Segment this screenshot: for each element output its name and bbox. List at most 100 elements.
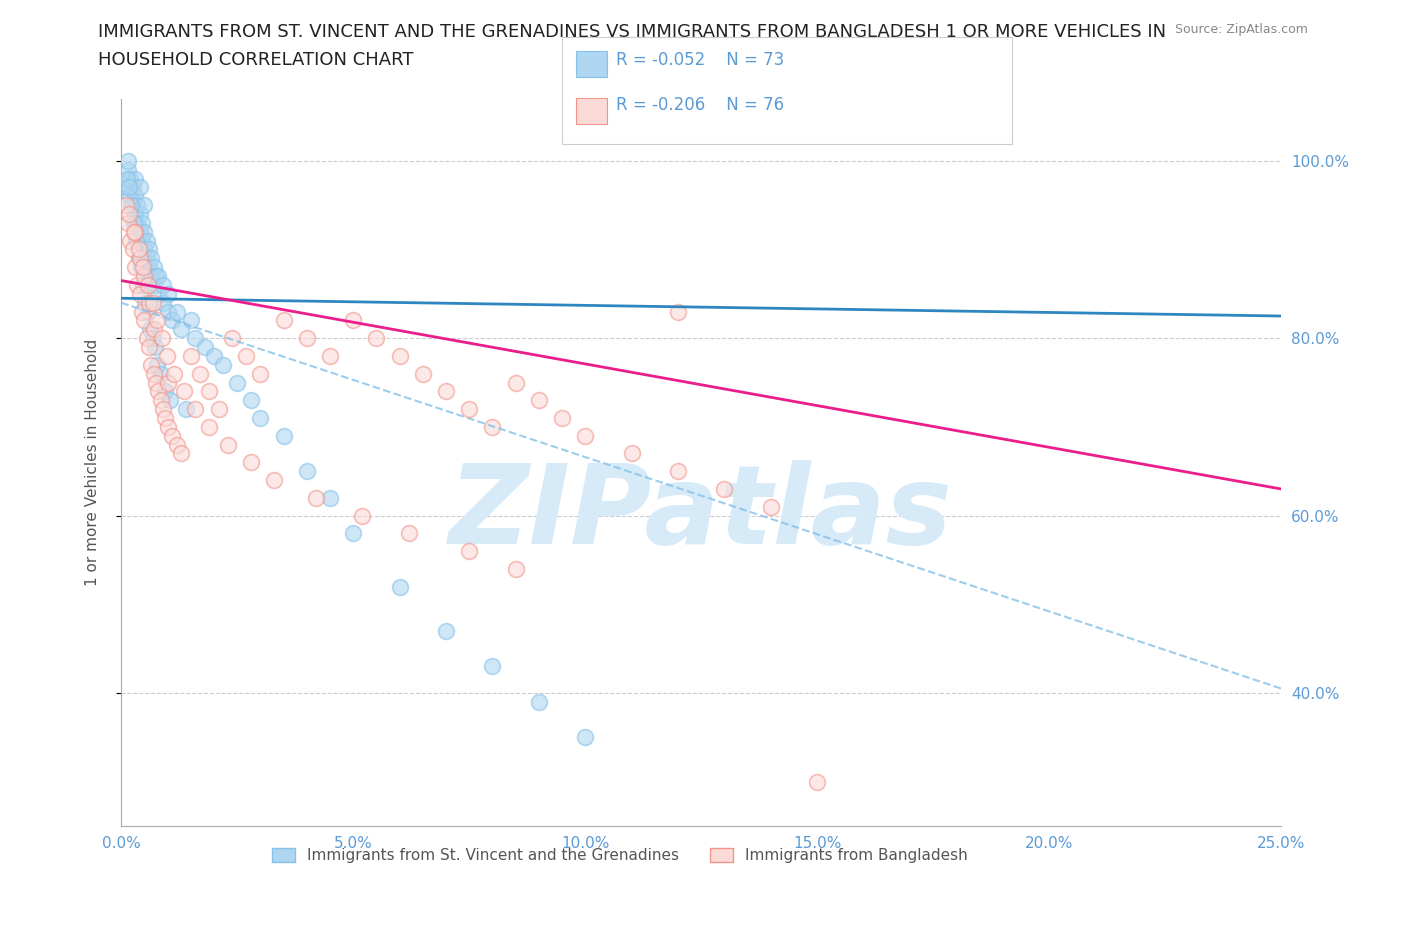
Point <box>170 322 193 337</box>
Point <box>305 490 328 505</box>
Point <box>398 525 420 540</box>
Point <box>319 349 342 364</box>
Point <box>481 419 503 434</box>
Point <box>149 366 172 381</box>
Point <box>173 384 195 399</box>
Point <box>134 224 156 239</box>
Point <box>142 331 165 346</box>
Point <box>152 277 174 292</box>
Point <box>412 366 434 381</box>
Point <box>160 429 183 444</box>
Point <box>117 162 139 177</box>
Point <box>145 269 167 284</box>
Point <box>713 482 735 497</box>
Point <box>127 216 149 231</box>
Point <box>527 392 550 407</box>
Point <box>458 402 481 417</box>
Point <box>143 339 166 354</box>
Point <box>194 339 217 354</box>
Point <box>120 233 142 248</box>
Point <box>145 375 167 390</box>
Point <box>142 322 165 337</box>
Point <box>142 295 165 310</box>
Point <box>666 304 689 319</box>
Point <box>170 446 193 461</box>
Point <box>146 357 169 372</box>
Point <box>132 277 155 292</box>
Point <box>160 313 183 328</box>
Point <box>149 392 172 407</box>
Point <box>121 180 143 195</box>
Point <box>198 419 221 434</box>
Point <box>131 304 153 319</box>
Point <box>295 464 318 479</box>
Point <box>128 242 150 257</box>
Point <box>124 206 146 221</box>
Point <box>180 313 202 328</box>
Point <box>128 224 150 239</box>
Point <box>131 216 153 231</box>
Point <box>135 251 157 266</box>
Point <box>120 198 142 213</box>
Point <box>273 429 295 444</box>
Point <box>124 171 146 186</box>
Point <box>135 331 157 346</box>
Point <box>319 490 342 505</box>
Point <box>156 286 179 301</box>
Point <box>342 525 364 540</box>
Point <box>118 180 141 195</box>
Point <box>574 730 596 745</box>
Point <box>202 349 225 364</box>
Point <box>180 349 202 364</box>
Point <box>263 472 285 487</box>
Point <box>806 774 828 789</box>
Point <box>188 366 211 381</box>
Point <box>128 286 150 301</box>
Point <box>388 579 411 594</box>
Point <box>134 269 156 284</box>
Point <box>121 242 143 257</box>
Point <box>142 366 165 381</box>
Point <box>574 429 596 444</box>
Point <box>174 402 197 417</box>
Text: Source: ZipAtlas.com: Source: ZipAtlas.com <box>1174 23 1308 36</box>
Point <box>138 259 160 274</box>
Point <box>155 384 177 399</box>
Point <box>142 277 165 292</box>
Point <box>146 313 169 328</box>
Point <box>136 277 159 292</box>
Text: HOUSEHOLD CORRELATION CHART: HOUSEHOLD CORRELATION CHART <box>98 51 413 69</box>
Point <box>134 198 156 213</box>
Point <box>125 233 148 248</box>
Point <box>212 357 235 372</box>
Point <box>124 189 146 204</box>
Point <box>551 410 574 425</box>
Point <box>152 295 174 310</box>
Point <box>273 313 295 328</box>
Text: R = -0.206    N = 76: R = -0.206 N = 76 <box>616 96 785 113</box>
Point <box>295 331 318 346</box>
Point <box>117 216 139 231</box>
Text: IMMIGRANTS FROM ST. VINCENT AND THE GRENADINES VS IMMIGRANTS FROM BANGLADESH 1 O: IMMIGRANTS FROM ST. VINCENT AND THE GREN… <box>98 23 1167 41</box>
Point <box>148 269 170 284</box>
Point <box>388 349 411 364</box>
Point <box>127 198 149 213</box>
Point <box>142 259 165 274</box>
Point <box>481 659 503 674</box>
Point <box>135 233 157 248</box>
Point <box>352 508 374 523</box>
Point <box>141 269 163 284</box>
Point <box>207 402 229 417</box>
Point <box>148 384 170 399</box>
Point <box>156 304 179 319</box>
Point <box>156 375 179 390</box>
Point <box>128 251 150 266</box>
Point <box>184 402 207 417</box>
Legend: Immigrants from St. Vincent and the Grenadines, Immigrants from Bangladesh: Immigrants from St. Vincent and the Gren… <box>266 842 974 870</box>
Point <box>141 357 163 372</box>
Point <box>240 455 263 470</box>
Point <box>155 349 177 364</box>
Point <box>163 366 186 381</box>
Point <box>148 286 170 301</box>
Point <box>120 189 142 204</box>
